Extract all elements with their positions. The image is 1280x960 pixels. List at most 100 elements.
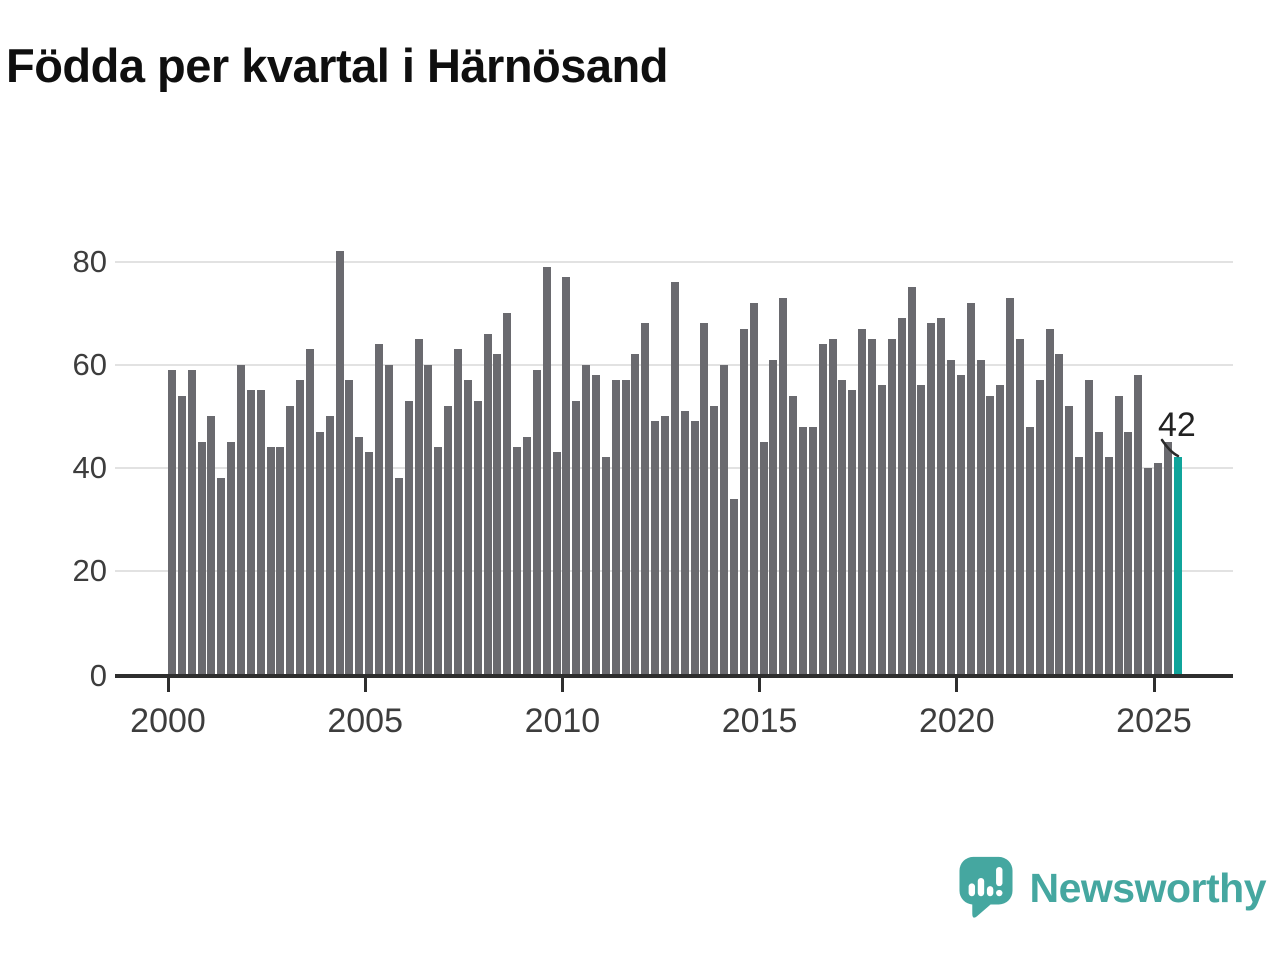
bar: [690, 421, 699, 674]
x-axis-label-2020: 2020: [918, 702, 995, 740]
bar: [848, 390, 857, 674]
bar: [414, 338, 423, 674]
bar: [532, 369, 541, 674]
newsworthy-logo: Newsworthy: [958, 856, 1267, 920]
highlighted-bar: [1173, 457, 1182, 674]
bar: [789, 395, 798, 674]
bar: [641, 323, 650, 674]
y-axis-label-60: 60: [72, 346, 107, 382]
bar: [473, 400, 482, 674]
bar: [907, 287, 916, 674]
bar: [335, 251, 344, 674]
x-axis-label-2025: 2025: [1116, 702, 1192, 740]
x-axis-tick-2015: [758, 678, 762, 692]
bar: [177, 395, 186, 674]
bar: [1025, 426, 1034, 674]
bar: [394, 478, 403, 674]
bar: [355, 436, 364, 674]
bar: [966, 302, 975, 674]
bar: [256, 390, 265, 674]
x-axis-line: [115, 674, 1233, 678]
bar: [227, 442, 236, 674]
bar: [217, 478, 226, 674]
x-axis-tick-2020: [955, 678, 959, 692]
y-axis-label-40: 40: [72, 449, 107, 485]
bar: [986, 395, 995, 674]
bar: [1154, 462, 1162, 674]
bar: [345, 380, 354, 674]
bar: [1045, 328, 1054, 674]
bar: [276, 447, 285, 674]
bar: [730, 498, 739, 674]
bar: [375, 344, 384, 674]
bar: [917, 385, 926, 674]
bar: [1075, 457, 1084, 674]
bar: [1065, 405, 1074, 674]
bar: [799, 426, 808, 674]
bar: [1006, 297, 1015, 674]
bar: [246, 390, 255, 674]
bar: [424, 364, 433, 674]
bar: [739, 328, 748, 674]
bar: [1124, 431, 1133, 674]
bar: [1134, 375, 1143, 674]
bar: [552, 452, 561, 674]
bar: [1094, 431, 1103, 674]
bar: [463, 380, 472, 674]
bar: [700, 323, 709, 674]
bar: [453, 349, 462, 674]
bar: [1035, 380, 1044, 674]
bar: [503, 313, 512, 674]
annotation-leader-line: [1160, 438, 1180, 458]
bar: [956, 375, 965, 674]
bar: [996, 385, 1005, 674]
bar: [887, 338, 896, 674]
bar: [513, 447, 522, 674]
x-axis-label-2005: 2005: [327, 702, 403, 740]
bar: [237, 364, 246, 674]
brand-name: Newsworthy: [1029, 864, 1267, 911]
bar: [927, 323, 936, 674]
x-axis-label-2015: 2015: [721, 702, 798, 740]
x-axis-tick-2005: [363, 678, 367, 692]
bar: [631, 354, 640, 674]
speech-bubble-bar-chart-icon: [958, 856, 1013, 918]
bar: [818, 344, 827, 674]
bar: [325, 416, 334, 674]
bar: [749, 302, 758, 674]
gridline-y-80: [115, 260, 1233, 263]
bar: [769, 359, 778, 674]
bar: [562, 277, 571, 674]
bar: [868, 338, 877, 674]
last-value-label: 42: [1158, 406, 1196, 444]
bar: [197, 442, 206, 674]
bar: [315, 431, 324, 674]
x-axis-tick-2010: [560, 678, 564, 692]
bar: [1084, 380, 1093, 674]
bar: [1114, 395, 1123, 674]
bar: [779, 297, 788, 674]
bar: [286, 405, 295, 674]
bar: [444, 405, 453, 674]
bar: [710, 405, 719, 674]
bar: [720, 364, 729, 674]
x-axis-label-2010: 2010: [524, 702, 601, 740]
bar: [296, 380, 305, 674]
bar: [601, 457, 610, 674]
bar: [1015, 338, 1024, 674]
bar: [651, 421, 660, 674]
bar: [1104, 457, 1113, 674]
y-axis-label-20: 20: [72, 552, 107, 588]
bar: [946, 359, 955, 674]
bar: [611, 380, 620, 674]
bar: [404, 400, 413, 674]
chart-title: Födda per kvartal i Härnösand: [6, 39, 668, 92]
bar: [1144, 467, 1153, 674]
bar: [838, 380, 847, 674]
x-axis-label-2000: 2000: [130, 702, 206, 740]
bar: [858, 328, 867, 674]
bar: [493, 354, 502, 674]
bar: [384, 364, 393, 674]
bar: [877, 385, 886, 674]
